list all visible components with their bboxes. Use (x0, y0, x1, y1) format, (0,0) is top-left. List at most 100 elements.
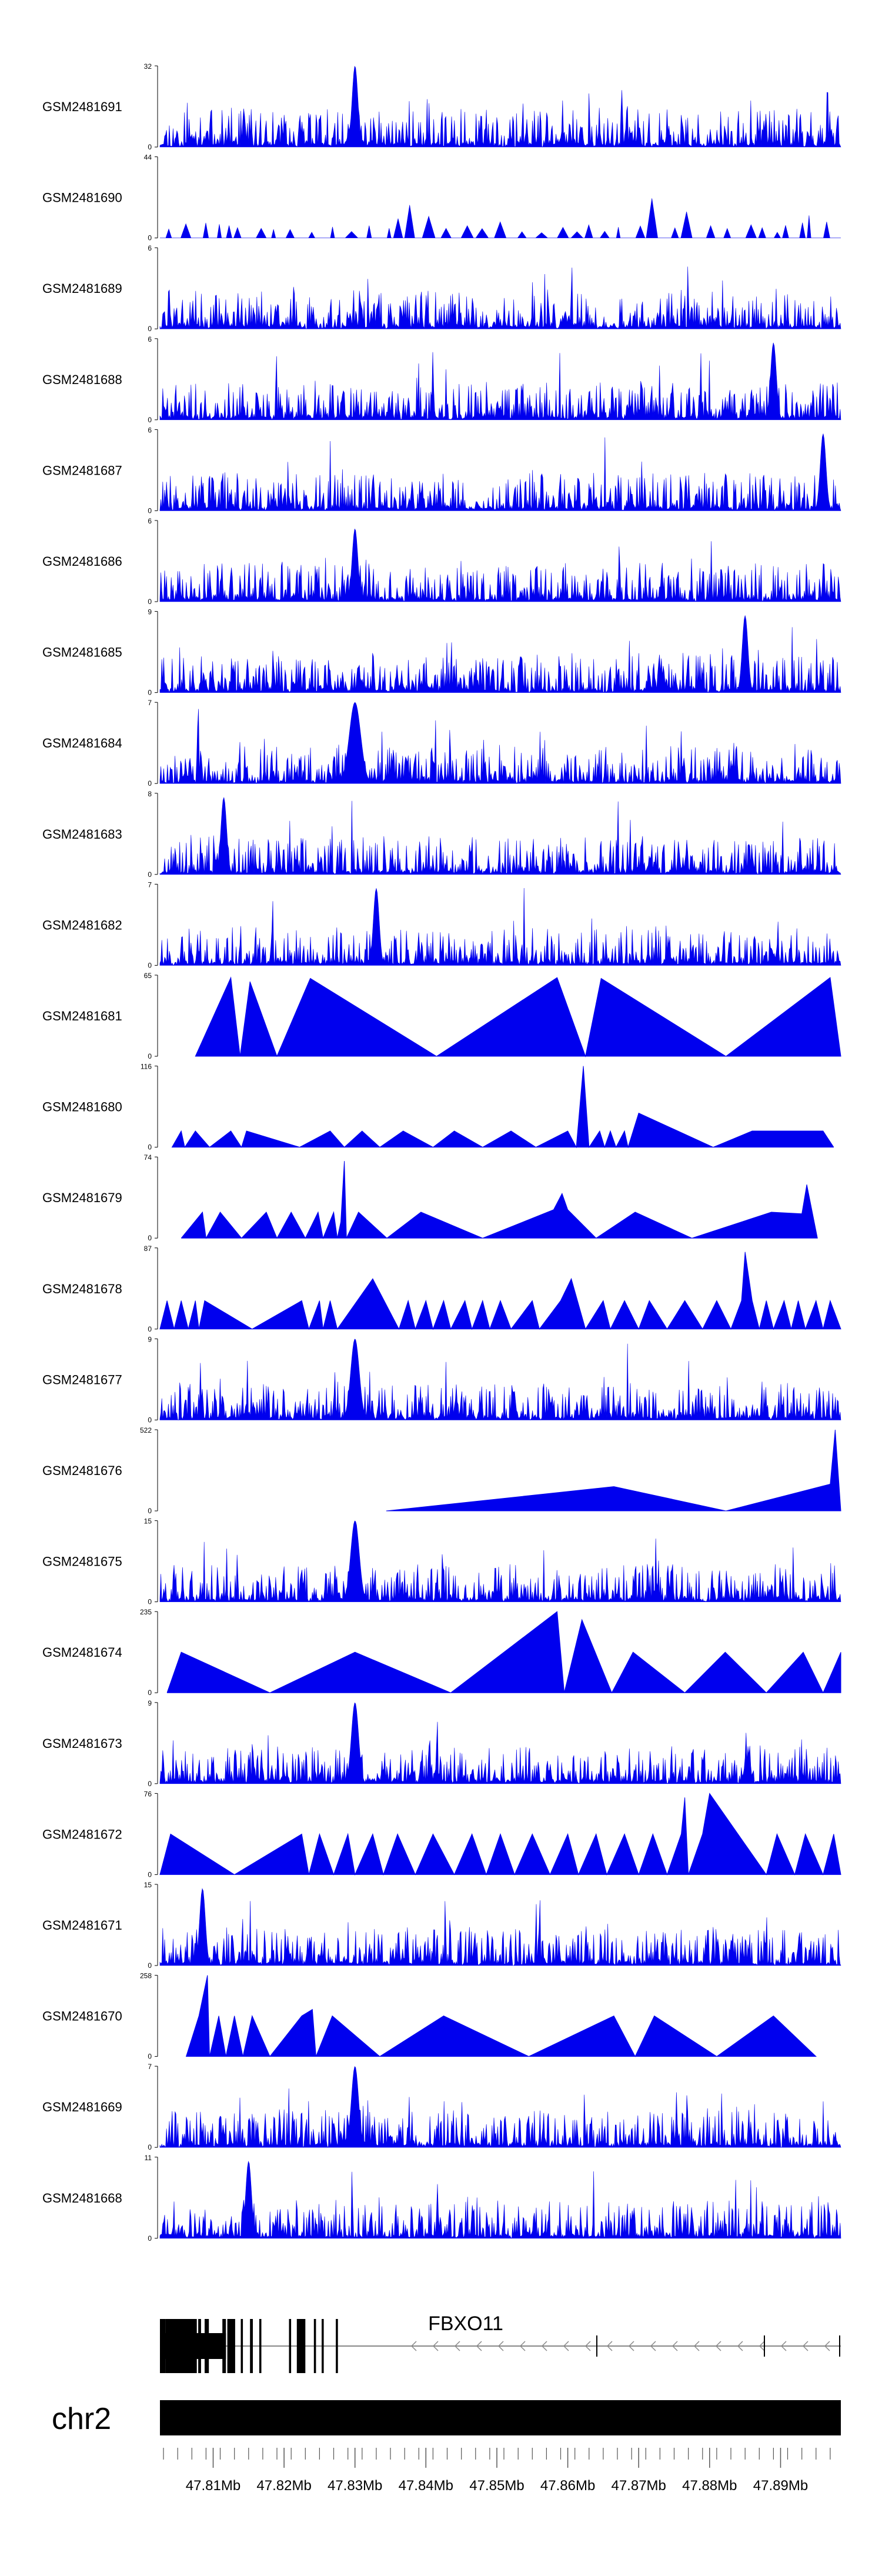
axis-tick-label: 47.85Mb (469, 2478, 524, 2494)
coverage-area (159, 702, 841, 784)
y-min-label: 0 (148, 1234, 152, 1242)
y-max-label: 7 (148, 2063, 152, 2071)
y-min-label: 0 (148, 1052, 152, 1060)
coverage-area (166, 1611, 841, 1694)
strand-arrow (802, 2341, 808, 2351)
strand-arrow (476, 2341, 482, 2351)
axis-tick-label: 47.84Mb (399, 2478, 453, 2494)
chromosome-bar (160, 2400, 841, 2435)
y-max-label: 8 (148, 790, 152, 798)
track-GSM2481672: GSM2481672 76 0 (42, 1790, 841, 1878)
y-min-label: 0 (148, 870, 152, 879)
y-min-label: 0 (148, 1598, 152, 1606)
coverage-area (159, 65, 841, 148)
y-max-label: 65 (144, 972, 152, 980)
strand-arrow (541, 2341, 547, 2351)
track-GSM2481677: GSM2481677 9 0 (42, 1335, 841, 1424)
y-max-label: 11 (145, 2154, 152, 2162)
coverage-area (185, 1975, 817, 2057)
coverage-area (159, 615, 841, 693)
coverage-area (159, 528, 841, 602)
y-min-label: 0 (148, 325, 152, 333)
track-GSM2481682: GSM2481682 7 0 (42, 880, 841, 969)
y-min-label: 0 (148, 416, 152, 424)
strand-arrow (759, 2341, 765, 2351)
coverage-area (159, 433, 841, 512)
strand-arrow (737, 2341, 743, 2351)
y-min-label: 0 (148, 506, 152, 515)
coverage-area (159, 1520, 841, 1603)
strand-arrow (563, 2341, 569, 2351)
y-max-label: 74 (144, 1153, 152, 1162)
track-label: GSM2481687 (42, 463, 122, 478)
coverage-area (159, 1702, 841, 1784)
y-min-label: 0 (148, 1416, 152, 1424)
coverage-area (159, 1793, 841, 1876)
axis-tick-label: 47.88Mb (682, 2478, 737, 2494)
track-label: GSM2481681 (42, 1009, 122, 1023)
y-max-label: 9 (148, 608, 152, 616)
track-GSM2481686: GSM2481686 6 0 (42, 517, 841, 606)
chromosome-label: chr2 (52, 2402, 111, 2436)
y-max-label: 87 (144, 1244, 152, 1253)
coverage-area (160, 198, 841, 238)
track-GSM2481676: GSM2481676 522 0 (42, 1426, 841, 1515)
coverage-area (159, 1252, 841, 1330)
y-min-label: 0 (148, 1689, 152, 1697)
y-max-label: 6 (148, 517, 152, 525)
coverage-area (181, 1161, 818, 1239)
coverage-area (159, 1339, 841, 1420)
y-max-label: 235 (140, 1608, 152, 1616)
exon (336, 2319, 338, 2373)
y-min-label: 0 (148, 1507, 152, 1515)
strand-arrow (715, 2341, 721, 2351)
track-label: GSM2481678 (42, 1282, 122, 1296)
strand-arrow (780, 2341, 787, 2351)
gene-model (160, 2319, 841, 2373)
strand-arrow (628, 2341, 634, 2351)
exon (313, 2319, 316, 2373)
y-min-label: 0 (148, 2053, 152, 2061)
coverage-area (159, 2066, 841, 2148)
axis-tick-label: 47.86Mb (540, 2478, 595, 2494)
track-label: GSM2481680 (42, 1100, 122, 1115)
gene-model-track: FBXO11 (160, 2313, 841, 2373)
coverage-area (171, 1066, 834, 1149)
track-GSM2481678: GSM2481678 87 0 (42, 1244, 841, 1333)
track-label: GSM2481677 (42, 1372, 122, 1387)
exon (240, 2319, 243, 2373)
track-label: GSM2481671 (42, 1918, 122, 1933)
strand-arrow (497, 2341, 504, 2351)
coverage-area (195, 976, 841, 1057)
track-GSM2481671: GSM2481671 15 0 (42, 1881, 841, 1970)
track-GSM2481683: GSM2481683 8 0 (42, 790, 841, 879)
track-label: GSM2481685 (42, 645, 122, 660)
y-min-label: 0 (148, 1143, 152, 1152)
track-label: GSM2481686 (42, 554, 122, 569)
track-GSM2481690: GSM2481690 44 0 (42, 154, 841, 242)
track-GSM2481685: GSM2481685 9 0 (42, 608, 841, 697)
track-label: GSM2481689 (42, 281, 122, 296)
coverage-area (159, 342, 841, 421)
track-GSM2481687: GSM2481687 6 0 (42, 426, 841, 515)
y-min-label: 0 (148, 234, 152, 242)
track-GSM2481675: GSM2481675 15 0 (42, 1517, 841, 1606)
track-label: GSM2481688 (42, 372, 122, 387)
y-min-label: 0 (148, 2234, 152, 2243)
y-max-label: 6 (148, 335, 152, 343)
y-min-label: 0 (148, 143, 152, 151)
coverage-area (159, 2161, 841, 2239)
track-GSM2481681: GSM2481681 65 0 (42, 972, 841, 1060)
y-min-label: 0 (148, 961, 152, 969)
track-label: GSM2481669 (42, 2100, 122, 2114)
strand-arrow (432, 2341, 439, 2351)
strand-arrow (454, 2341, 460, 2351)
genome-axis: 47.81Mb 47.82Mb 47.83Mb 47.84Mb 47.85Mb 47.86… (163, 2448, 831, 2494)
track-GSM2481674: GSM2481674 235 0 (42, 1608, 841, 1697)
y-max-label: 15 (144, 1517, 152, 1526)
axis-tick-label: 47.81Mb (186, 2478, 240, 2494)
track-label: GSM2481672 (42, 1827, 122, 1841)
strand-arrow (584, 2341, 591, 2351)
y-max-label: 15 (144, 1881, 152, 1889)
